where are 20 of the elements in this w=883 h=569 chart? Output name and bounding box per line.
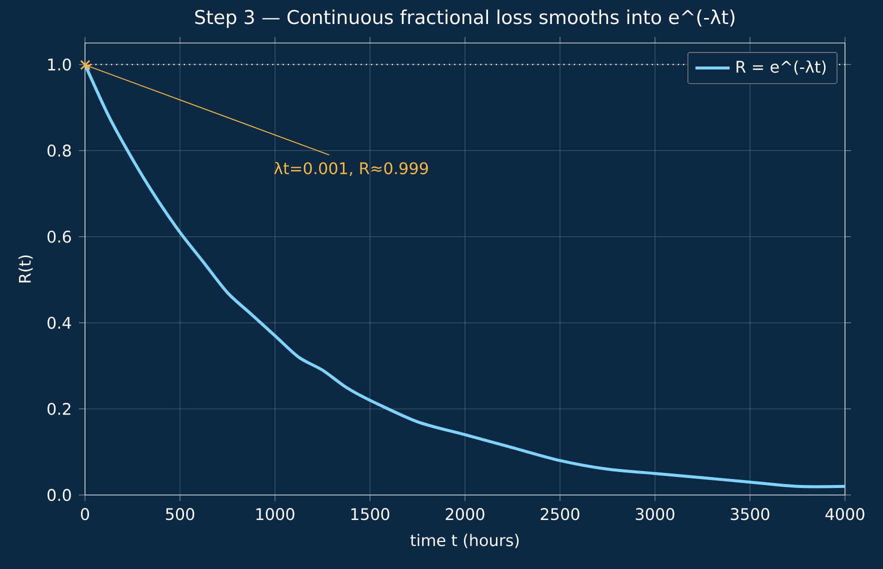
x-tick-label: 1000 — [256, 508, 294, 520]
x-tick-label: 3000 — [636, 508, 674, 520]
annotation: λt=0.001, R≈0.999 — [274, 162, 428, 176]
x-tick-label: 2500 — [540, 508, 580, 520]
x-axis-title: time t (hours) — [410, 534, 519, 548]
y-tick-label: 0.4 — [48, 316, 72, 329]
y-tick-label: 0.6 — [48, 230, 71, 243]
y-axis-title: R(t) — [18, 255, 33, 282]
x-tick-label: 500 — [166, 508, 194, 520]
x-tick-label: 3500 — [730, 508, 770, 520]
y-tick-label: 0.0 — [48, 488, 71, 502]
y-tick-label: 1.0 — [48, 58, 71, 71]
x-tick-label: 0 — [80, 508, 90, 520]
x-tick-label: 1500 — [351, 508, 390, 520]
legend-label: R = e^(-λt) — [736, 60, 826, 75]
x-tick-label: 2000 — [446, 508, 484, 520]
chart-title: Step 3 — Continuous fractional loss smooths into e^(-λt) — [195, 10, 734, 28]
x-tick-label: 4000 — [825, 508, 864, 520]
y-tick-label: 0.2 — [48, 402, 70, 415]
y-tick-label: 0.8 — [48, 144, 71, 157]
